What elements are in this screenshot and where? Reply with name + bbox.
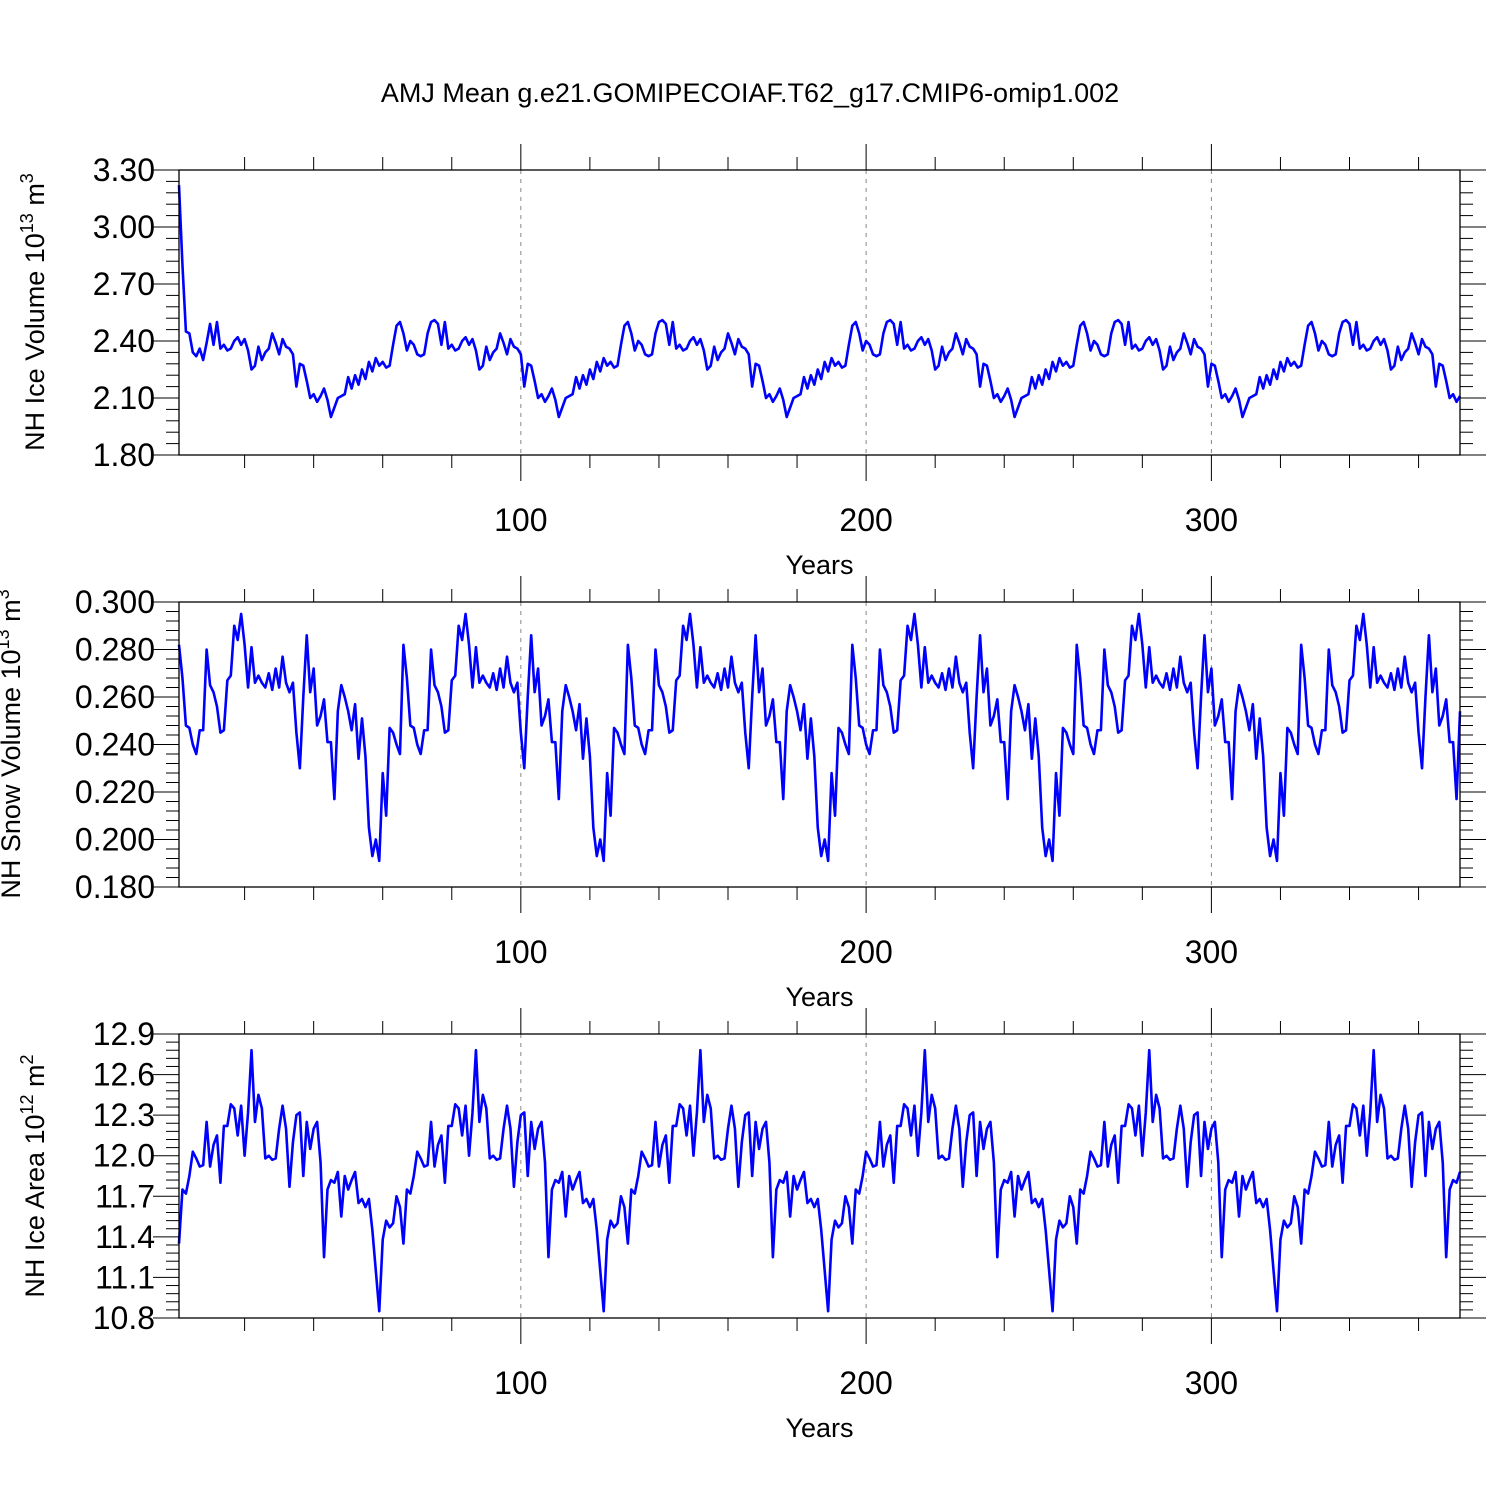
- y-tick-label: 11.4: [95, 1219, 155, 1255]
- y-axis-label: NH Snow Volume 1013 m3: [0, 589, 26, 898]
- chart-panel-ice-volume: 100 200 300 1.80 2.10 2.40 2.70 3.00 3.30 Years NH…: [17, 144, 1486, 580]
- y-tick-label: 0.260: [75, 679, 155, 715]
- y-axis-label: NH Ice Volume 1013 m3: [17, 173, 50, 451]
- y-tick-label: 0.280: [75, 632, 155, 668]
- y-tick-label: 12.0: [93, 1138, 155, 1174]
- y-tick-label: 3.00: [93, 209, 155, 245]
- y-tick-label: 0.300: [75, 584, 155, 620]
- series-line: [177, 612, 1462, 863]
- x-tick-label: 200: [839, 502, 892, 538]
- y-tick-label: 2.70: [93, 266, 155, 302]
- x-axis-label: Years: [785, 982, 853, 1012]
- x-axis-label: Years: [785, 1413, 853, 1443]
- y-tick-label: 2.40: [93, 323, 155, 359]
- y-tick-label: 0.200: [75, 822, 155, 858]
- y-tick-label: 0.240: [75, 727, 155, 763]
- chart-panel-snow-volume: 100 200 300 0.180 0.200 0.220 0.240 0.260 0.280 0…: [0, 576, 1486, 1012]
- y-tick-label: 10.8: [93, 1300, 155, 1336]
- plot-frame: [178, 1033, 1461, 1319]
- series-line: [177, 185, 1462, 419]
- x-tick-label: 100: [494, 934, 547, 970]
- y-axis-label: NH Ice Area 1012 m2: [17, 1054, 50, 1297]
- chart-panel-ice-area: 100 200 300 10.8 11.1 11.4 11.7 12.0 12.3 12.6 12.…: [17, 1008, 1486, 1443]
- y-tick-label: 0.220: [75, 774, 155, 810]
- y-tick-label: 12.9: [93, 1016, 155, 1052]
- x-tick-label: 300: [1185, 934, 1238, 970]
- y-tick-label: 1.80: [93, 437, 155, 473]
- x-tick-label: 300: [1185, 1365, 1238, 1401]
- y-tick-label: 12.6: [93, 1057, 155, 1093]
- series-line: [177, 1048, 1462, 1313]
- y-tick-label: 2.10: [93, 380, 155, 416]
- y-tick-label: 11.1: [95, 1259, 155, 1295]
- y-tick-label: 3.30: [93, 152, 155, 188]
- x-tick-label: 100: [494, 1365, 547, 1401]
- x-tick-label: 300: [1185, 502, 1238, 538]
- plot-frame: [178, 169, 1461, 456]
- y-tick-label: 0.180: [75, 869, 155, 905]
- x-axis-label: Years: [785, 550, 853, 580]
- y-tick-label: 11.7: [95, 1178, 155, 1214]
- x-tick-label: 200: [839, 1365, 892, 1401]
- x-tick-label: 100: [494, 502, 547, 538]
- chart-title: AMJ Mean g.e21.GOMIPECOIAF.T62_g17.CMIP6…: [380, 78, 1120, 108]
- y-tick-label: 12.3: [93, 1097, 155, 1133]
- x-tick-label: 200: [839, 934, 892, 970]
